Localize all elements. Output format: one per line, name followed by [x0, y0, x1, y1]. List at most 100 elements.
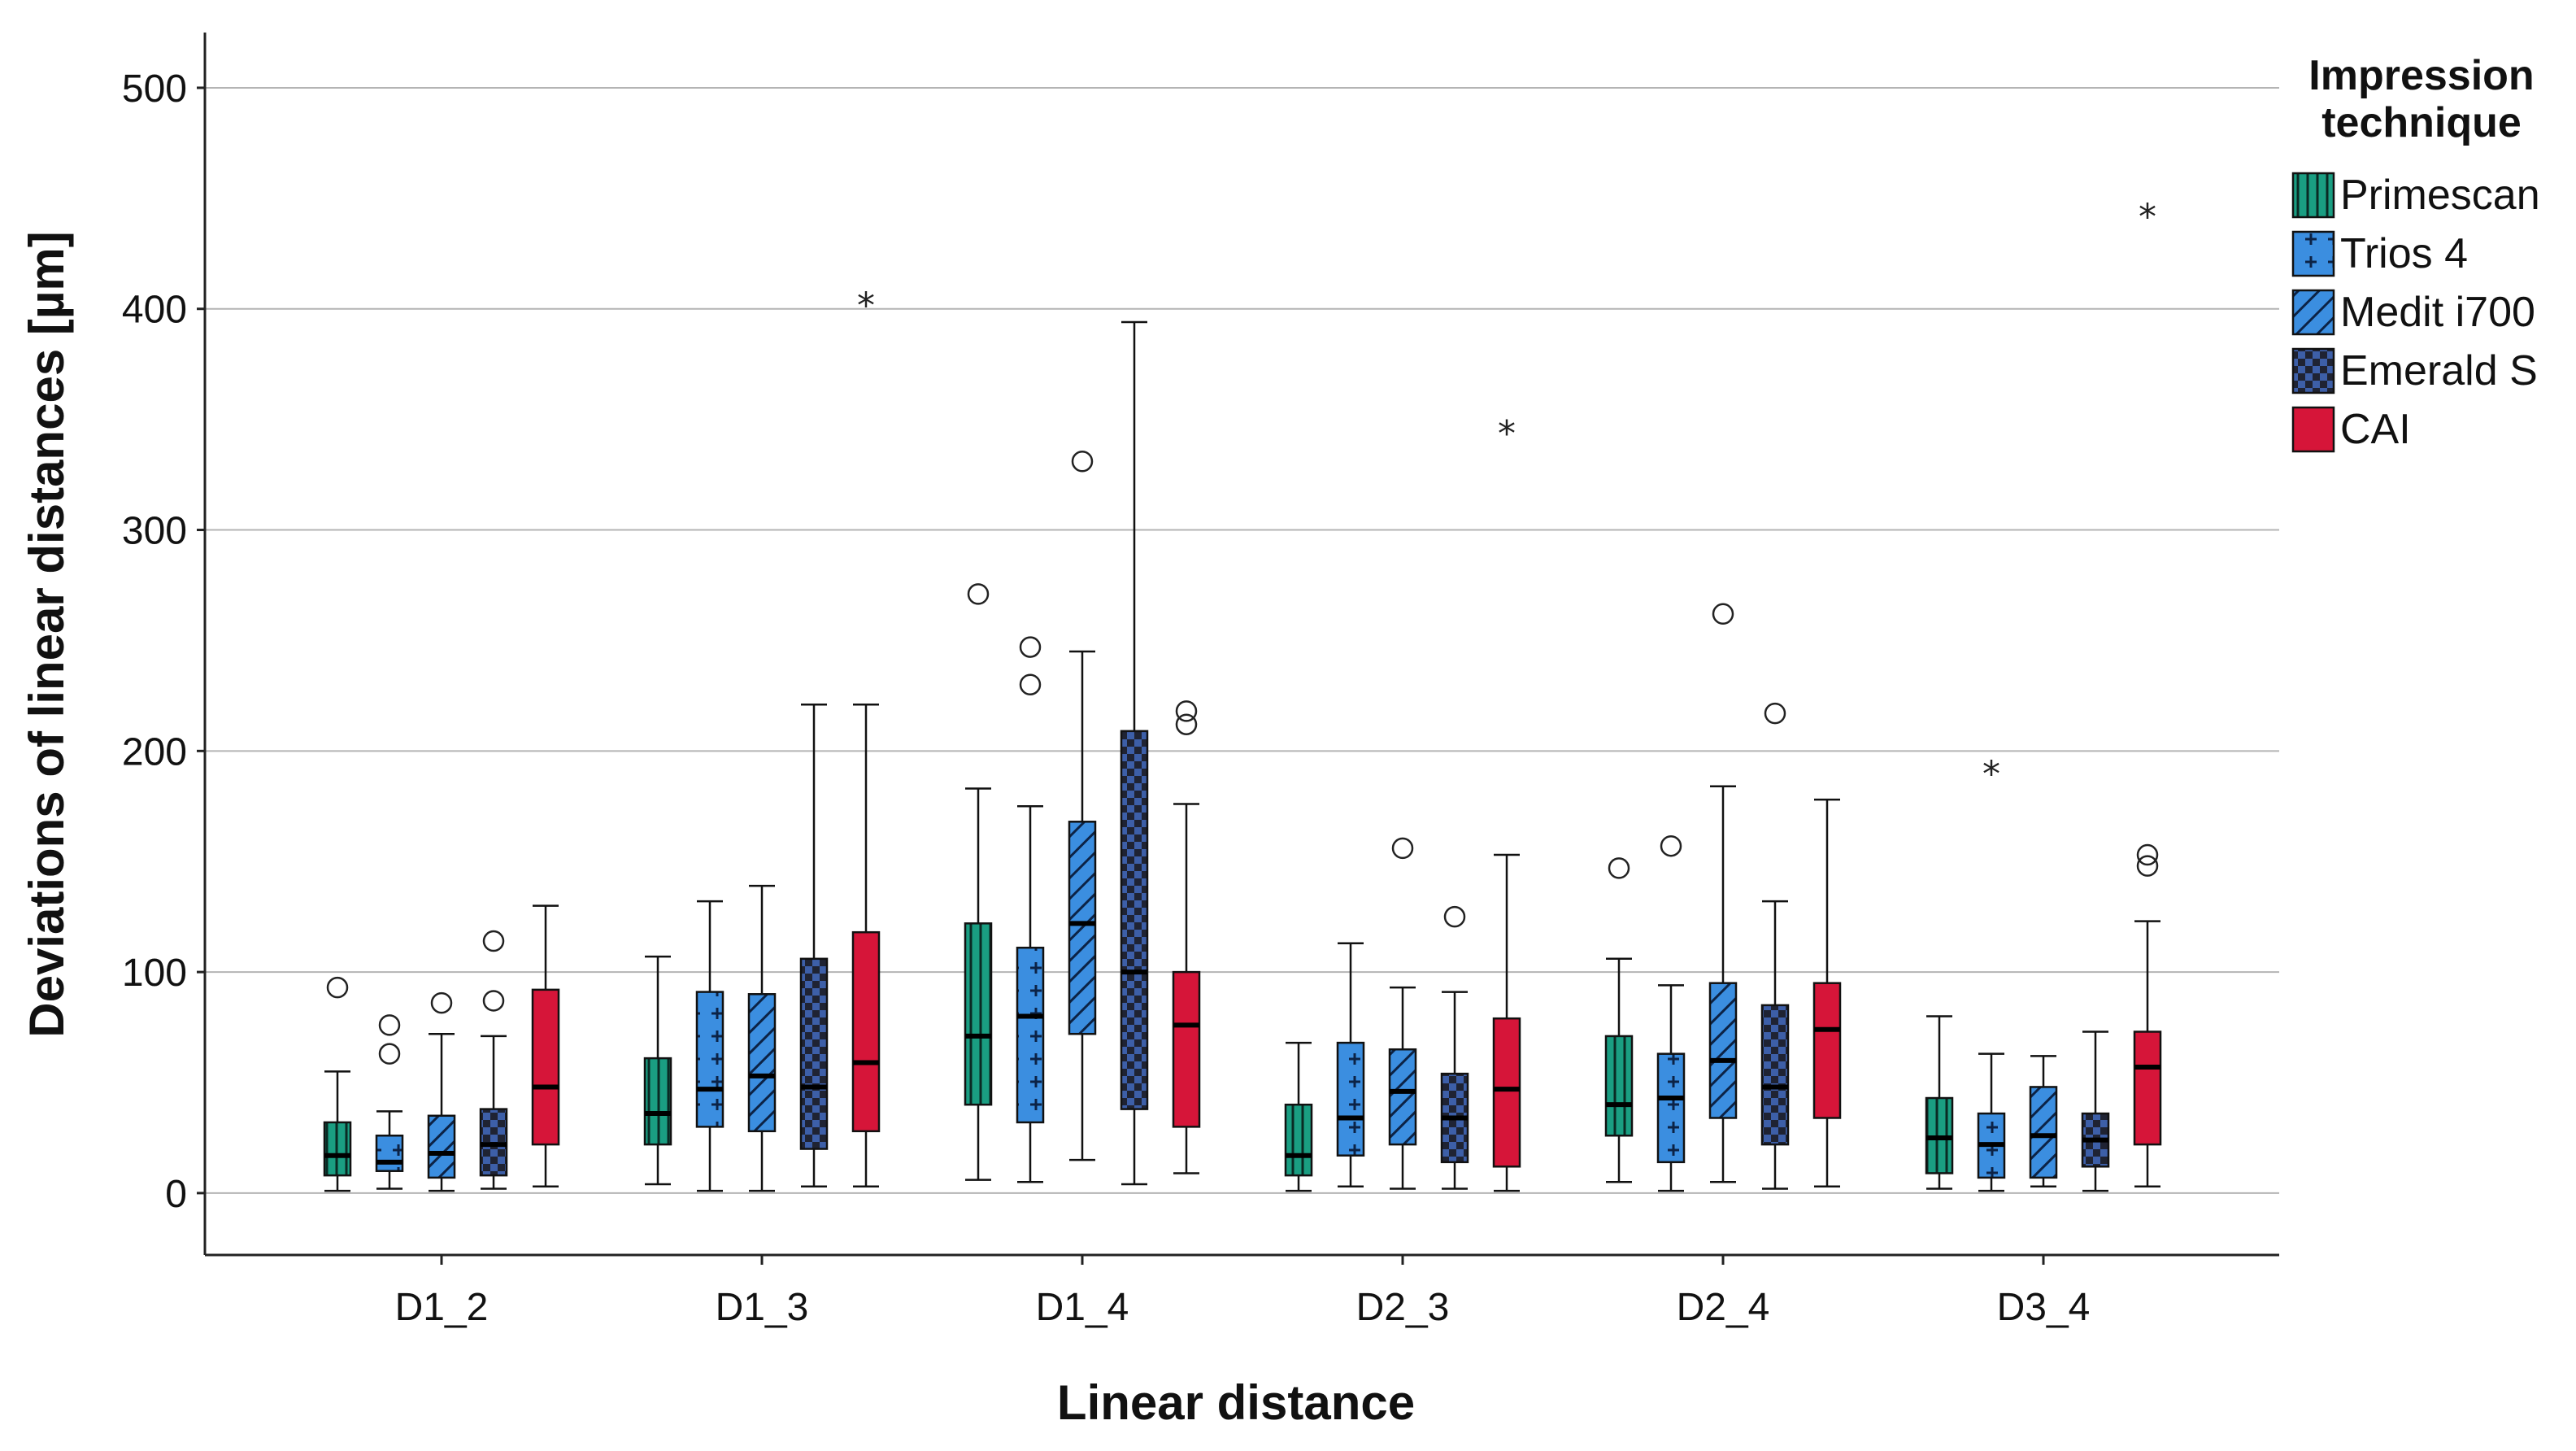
box-primescan-D2_4 [1604, 857, 1634, 1183]
box-trios-4-D1_4-outlier-1 [1019, 636, 1042, 658]
x-tick-label-D1_2: D1_2 [395, 1286, 489, 1329]
box-medit-i700-D2_4-iqr-box [1708, 982, 1738, 1119]
box-primescan-D1_3-iqr-box [643, 1057, 672, 1146]
y-tick-label-0: 0 [165, 1173, 187, 1216]
x-tick-label-D1_3: D1_3 [716, 1286, 809, 1329]
box-cai-D3_4-outlier-0 [2136, 855, 2159, 877]
y-tick-label-100: 100 [122, 952, 187, 995]
legend-item-emerald-s-label: Emerald S [2340, 347, 2538, 394]
box-trios-4-D1_2 [375, 1014, 404, 1190]
legend-item-primescan-label: Primescan [2340, 172, 2540, 219]
x-axis-title: Linear distance [1057, 1375, 1415, 1430]
box-emerald-s-D2_4-outlier-0 [1764, 702, 1786, 725]
legend: Impression technique Primescan Trios 4 Med… [2291, 52, 2540, 453]
box-cai-D2_3: * [1492, 413, 1521, 1192]
box-trios-4-D2_4-iqr-box [1656, 1052, 1686, 1164]
box-cai-D2_3-iqr-box [1492, 1017, 1521, 1168]
box-emerald-s-D1_2-outlier-1 [482, 930, 505, 952]
box-emerald-s-D1_4-iqr-box [1120, 730, 1149, 1110]
y-tick-label-500: 500 [122, 68, 187, 111]
x-tick-label-D3_4: D3_4 [1997, 1286, 2091, 1329]
box-primescan-D3_4 [1925, 1015, 1954, 1190]
box-medit-i700-D3_4 [2029, 1055, 2058, 1187]
box-primescan-D2_4-outlier-0 [1608, 857, 1630, 879]
box-medit-i700-D2_3 [1388, 837, 1417, 1190]
box-cai-D3_4-extreme-0: * [2139, 197, 2156, 238]
box-emerald-s-D2_3 [1440, 905, 1469, 1190]
box-emerald-s-D2_4 [1760, 702, 1790, 1190]
box-cai-D1_2-iqr-box [531, 988, 560, 1146]
box-cai-D2_4-iqr-box [1812, 982, 1842, 1119]
x-tick-label-D2_3: D2_3 [1356, 1286, 1450, 1329]
box-emerald-s-D1_2 [479, 930, 508, 1190]
box-primescan-D1_3 [643, 955, 672, 1186]
box-emerald-s-D1_2-outlier-0 [482, 990, 505, 1012]
legend-item-medit-i700: Medit i700 [2291, 289, 2535, 336]
box-medit-i700-D2_4 [1708, 603, 1738, 1183]
legend-item-emerald-s-swatch [2291, 347, 2335, 394]
legend-item-trios-4-label: Trios 4 [2340, 230, 2468, 277]
legend-item-primescan-swatch [2291, 172, 2335, 219]
box-medit-i700-D1_4-iqr-box [1068, 821, 1097, 1035]
box-trios-4-D1_4-outlier-0 [1019, 673, 1042, 696]
box-cai-D1_3-extreme-0: * [857, 285, 875, 326]
box-trios-4-D2_4-outlier-0 [1660, 834, 1682, 857]
box-trios-4-D1_2-outlier-0 [378, 1043, 401, 1065]
box-cai-D1_4-iqr-box [1172, 970, 1201, 1128]
box-emerald-s-D2_4-iqr-box [1760, 1004, 1790, 1146]
box-trios-4-D1_3-iqr-box [695, 991, 724, 1128]
legend-item-cai-swatch [2291, 406, 2335, 453]
legend-item-trios-4: Trios 4 [2291, 230, 2468, 277]
box-cai-D1_3-iqr-box [851, 930, 881, 1133]
y-tick-label-400: 400 [122, 289, 187, 332]
box-primescan-D2_4-iqr-box [1604, 1035, 1634, 1137]
box-trios-4-D1_4-iqr-box [1016, 946, 1045, 1124]
box-medit-i700-D1_4 [1068, 451, 1097, 1161]
box-series: * * * * [323, 197, 2162, 1192]
box-cai-D1_4-outlier-0 [1175, 713, 1198, 735]
box-primescan-D1_2-outlier-0 [326, 976, 349, 999]
box-emerald-s-D1_4 [1120, 320, 1149, 1186]
box-trios-4-D3_4: * [1977, 753, 2006, 1192]
legend-item-emerald-s: Emerald S [2291, 347, 2538, 394]
box-medit-i700-D1_3 [747, 884, 777, 1192]
legend-item-cai: CAI [2291, 406, 2411, 453]
legend-item-cai-label: CAI [2340, 406, 2411, 453]
box-primescan-D1_4-iqr-box [964, 922, 993, 1106]
box-trios-4-D1_4 [1016, 636, 1045, 1183]
box-primescan-D1_4-outlier-0 [967, 583, 990, 605]
box-medit-i700-D2_4-outlier-0 [1712, 603, 1734, 625]
box-emerald-s-D2_3-outlier-0 [1443, 905, 1466, 928]
box-primescan-D1_4 [964, 583, 993, 1181]
box-cai-D1_3: * [851, 285, 881, 1187]
y-tick-label-300: 300 [122, 510, 187, 553]
box-primescan-D1_2 [323, 976, 352, 1192]
box-emerald-s-D3_4 [2081, 1031, 2110, 1192]
y-axis-title: Deviations of linear distances [µm] [20, 231, 74, 1038]
box-cai-D1_4-outlier-1 [1175, 700, 1198, 722]
legend-title-line-2: technique [2321, 99, 2522, 146]
box-trios-4-D3_4-extreme-0: * [1982, 753, 2000, 795]
box-medit-i700-D1_3-iqr-box [747, 993, 777, 1133]
box-trios-4-D2_3-iqr-box [1336, 1041, 1365, 1157]
box-cai-D3_4-iqr-box [2133, 1031, 2162, 1146]
legend-item-trios-4-swatch [2291, 230, 2335, 277]
gridlines [205, 86, 2279, 1194]
box-trios-4-D1_3 [695, 900, 724, 1192]
box-trios-4-D2_4 [1656, 834, 1686, 1192]
box-medit-i700-D2_3-iqr-box [1388, 1048, 1417, 1146]
legend-item-primescan: Primescan [2291, 172, 2540, 219]
legend-title-line-1: Impression [2308, 52, 2534, 99]
box-cai-D1_4 [1172, 700, 1201, 1174]
box-medit-i700-D2_3-outlier-0 [1391, 837, 1414, 860]
box-cai-D3_4-outlier-1 [2136, 843, 2159, 866]
box-medit-i700-D1_2-iqr-box [427, 1114, 456, 1179]
box-emerald-s-D1_3-iqr-box [799, 957, 829, 1150]
legend-item-medit-i700-label: Medit i700 [2340, 289, 2535, 336]
box-primescan-D2_3 [1284, 1041, 1313, 1192]
box-primescan-D2_3-iqr-box [1284, 1103, 1313, 1177]
box-cai-D1_2 [531, 904, 560, 1187]
x-tick-label-D2_4: D2_4 [1677, 1286, 1770, 1329]
box-primescan-D1_2-iqr-box [323, 1121, 352, 1177]
box-trios-4-D2_3 [1336, 942, 1365, 1187]
